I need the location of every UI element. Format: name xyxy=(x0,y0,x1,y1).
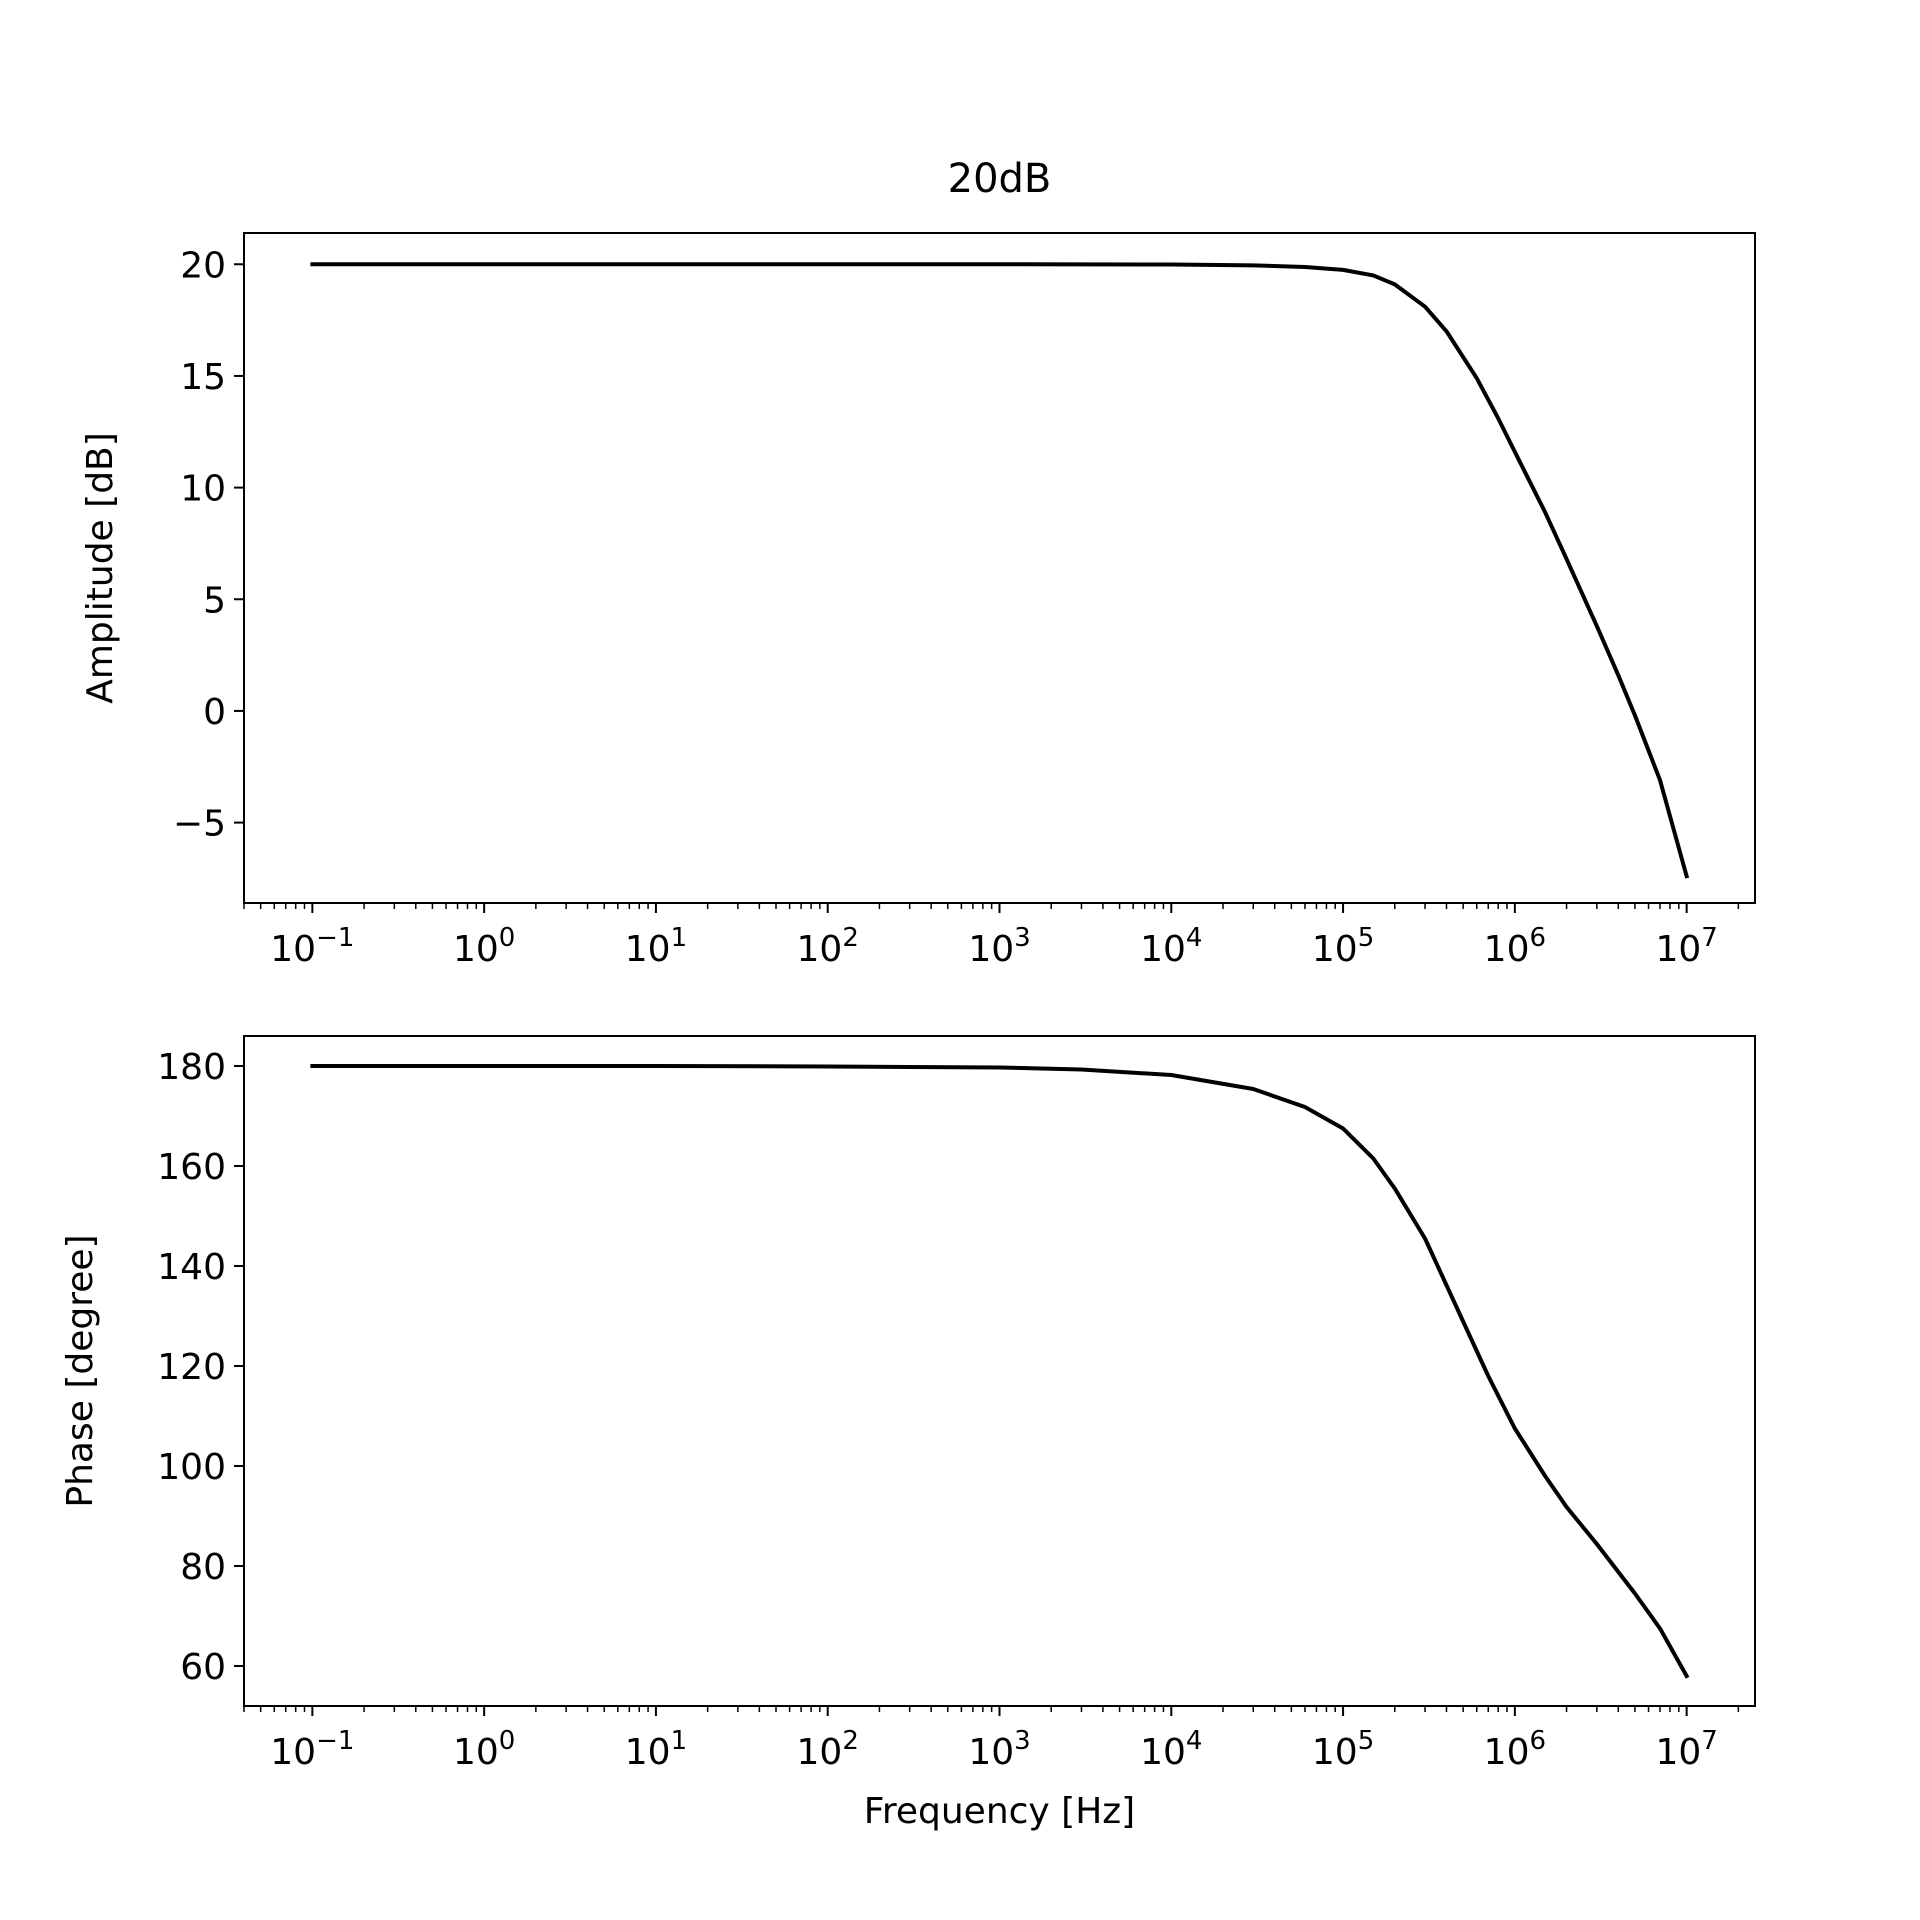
phase-y-tick-label: 140 xyxy=(157,1247,226,1288)
amplitude-series-line xyxy=(310,262,1690,879)
phase-x-tick-label: 103 xyxy=(968,1726,1030,1773)
amplitude-x-tick-label: 107 xyxy=(1655,923,1717,970)
phase-x-tick-label: 100 xyxy=(453,1726,515,1773)
amplitude-x-tick-label: 10−1 xyxy=(270,923,354,970)
phase-x-tick-label: 102 xyxy=(797,1726,859,1773)
amplitude-y-tick-label: −5 xyxy=(173,804,226,845)
phase-panel: 10−1 100 101 102 103 104 105 106 107 180 160 140 120… xyxy=(60,1035,1756,1832)
amplitude-x-tick-label: 101 xyxy=(625,923,687,970)
phase-series-line xyxy=(310,1064,1690,1679)
amplitude-y-tick-label: 15 xyxy=(180,357,226,398)
phase-y-tick-label: 60 xyxy=(180,1647,226,1688)
phase-x-tick-label: 101 xyxy=(625,1726,687,1773)
phase-x-tick-label: 107 xyxy=(1655,1726,1717,1773)
amplitude-x-tick-label: 102 xyxy=(797,923,859,970)
phase-x-tick-label: 105 xyxy=(1312,1726,1374,1773)
amplitude-y-tick-label: 10 xyxy=(180,469,226,510)
amplitude-x-tick-label: 104 xyxy=(1140,923,1202,970)
phase-x-tick-label: 104 xyxy=(1140,1726,1202,1773)
amplitude-y-tick-label: 5 xyxy=(203,580,226,621)
chart-title: 20dB xyxy=(948,156,1052,202)
phase-y-tick-label: 100 xyxy=(157,1447,226,1488)
phase-y-axis-label: Phase [degree] xyxy=(60,1234,101,1507)
phase-x-axis-label: Frequency [Hz] xyxy=(864,1791,1135,1832)
phase-x-tick-label: 106 xyxy=(1484,1726,1546,1773)
amplitude-y-axis-label: Amplitude [dB] xyxy=(80,432,121,704)
phase-y-tick-label: 180 xyxy=(157,1047,226,1088)
amplitude-x-tick-label: 103 xyxy=(968,923,1030,970)
phase-y-tick-label: 120 xyxy=(157,1347,226,1388)
amplitude-x-tick-label: 106 xyxy=(1484,923,1546,970)
amplitude-x-tick-label: 100 xyxy=(453,923,515,970)
amplitude-x-tick-label: 105 xyxy=(1312,923,1374,970)
phase-x-tick-label: 10−1 xyxy=(270,1726,354,1773)
amplitude-y-tick-label: 20 xyxy=(180,245,226,286)
phase-y-tick-label: 160 xyxy=(157,1147,226,1188)
amplitude-panel: 10−1 100 101 102 103 104 105 106 10720151050−5Am… xyxy=(80,156,1756,970)
amplitude-y-tick-label: 0 xyxy=(203,692,226,733)
phase-y-tick-label: 80 xyxy=(180,1547,226,1588)
